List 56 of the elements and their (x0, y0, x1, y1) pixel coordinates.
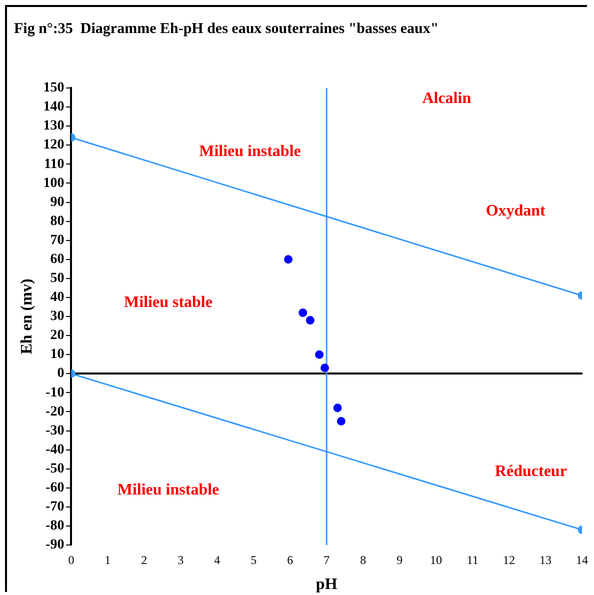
x-tick-label: 5 (250, 553, 257, 568)
x-axis-title: pH (316, 576, 338, 594)
point (298, 308, 308, 317)
x-tick-label: 12 (503, 553, 516, 568)
y-tick-label: 70 (50, 232, 64, 248)
y-tick-label: 10 (50, 347, 64, 362)
y-axis-title: Eh en (mv) (18, 278, 36, 354)
point (306, 316, 314, 325)
y-tick-label: -50 (46, 461, 64, 476)
x-tick-label: 9 (396, 553, 403, 568)
x-tick-label: 4 (214, 553, 220, 568)
x-tick-label: 7 (324, 553, 330, 568)
point (320, 364, 330, 372)
y-tick-label: 60 (50, 252, 64, 267)
y-tick-label: -70 (46, 500, 64, 515)
x-tick-label: 6 (287, 553, 294, 568)
y-tick-label: 150 (43, 80, 64, 96)
point (333, 404, 342, 412)
y-tick-label: -90 (46, 538, 64, 553)
annotation: Réducteur (494, 463, 567, 480)
y-tick-label: 0 (57, 366, 64, 382)
annotation: Oxydant (486, 202, 546, 220)
x-tick-label: 14 (576, 553, 588, 568)
y-tick-label: 90 (50, 194, 64, 210)
y-tick-label: -40 (46, 442, 64, 458)
point (315, 350, 324, 359)
annotation: Milieu instable (117, 481, 220, 498)
y-tick-label: 110 (44, 156, 64, 172)
y-tick-label: 20 (50, 328, 64, 344)
y-tick-label: 130 (43, 118, 64, 134)
y-tick-label: -30 (46, 423, 64, 438)
y-tick-label: 40 (50, 290, 64, 306)
annotation: Milieu stable (124, 294, 212, 311)
chart-title: Fig n°:35 Diagramme Eh-pH des eaux souterraines "basses eaux" (14, 20, 439, 37)
y-tick-label: 120 (43, 138, 64, 153)
y-tick-label: 50 (50, 271, 64, 286)
x-tick-label: 3 (178, 553, 184, 568)
y-tick-label: -80 (46, 518, 64, 534)
x-tick-label: 2 (141, 553, 148, 568)
x-tick-label: 1 (104, 553, 111, 568)
point (284, 255, 293, 264)
annotation: Milieu instable (199, 143, 301, 160)
y-tick-label: -10 (46, 385, 64, 400)
x-tick-label: 13 (540, 553, 552, 568)
y-tick-label: -20 (46, 404, 64, 420)
x-tick-label: 0 (68, 553, 74, 568)
y-tick-label: -60 (46, 480, 64, 496)
x-tick-label: 11 (466, 553, 478, 568)
annotation: Alcalin (422, 90, 472, 108)
x-tick-label: 8 (360, 553, 366, 568)
y-tick-label: 80 (50, 214, 64, 229)
y-tick-label: 30 (50, 309, 64, 324)
y-tick-label: 140 (43, 100, 64, 115)
y-tick-label: 100 (43, 176, 64, 191)
point (336, 416, 346, 426)
x-tick-label: 10 (430, 553, 442, 568)
